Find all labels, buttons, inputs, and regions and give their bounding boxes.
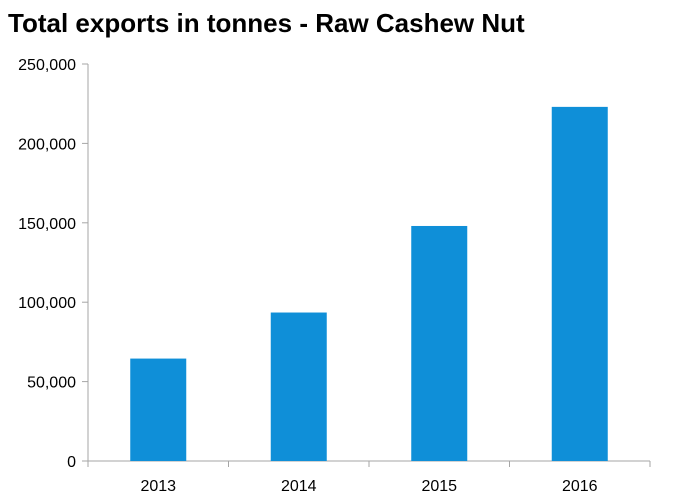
bar-2016 — [551, 106, 608, 461]
x-tick-label: 2015 — [421, 478, 457, 495]
bar-2013 — [130, 358, 187, 461]
x-tick-label: 2016 — [562, 478, 598, 495]
bar-2015 — [411, 225, 468, 461]
y-axis: 0 50,000 100,000 150,000 200,000 250,000 — [18, 57, 89, 471]
x-tick-label: 2013 — [140, 478, 176, 495]
y-tick-label: 100,000 — [18, 295, 76, 312]
y-tick-label: 200,000 — [18, 136, 76, 153]
y-tick-label: 250,000 — [18, 57, 76, 74]
y-tick-label: 150,000 — [18, 216, 76, 233]
chart-title: Total exports in tonnes - Raw Cashew Nut — [8, 8, 525, 38]
y-tick-label: 0 — [67, 454, 76, 471]
bar-2014 — [270, 312, 327, 461]
y-tick-label: 50,000 — [27, 375, 76, 392]
x-tick-label: 2014 — [281, 478, 317, 495]
bars — [130, 106, 608, 461]
x-axis: 2013 2014 2015 2016 — [87, 460, 651, 495]
